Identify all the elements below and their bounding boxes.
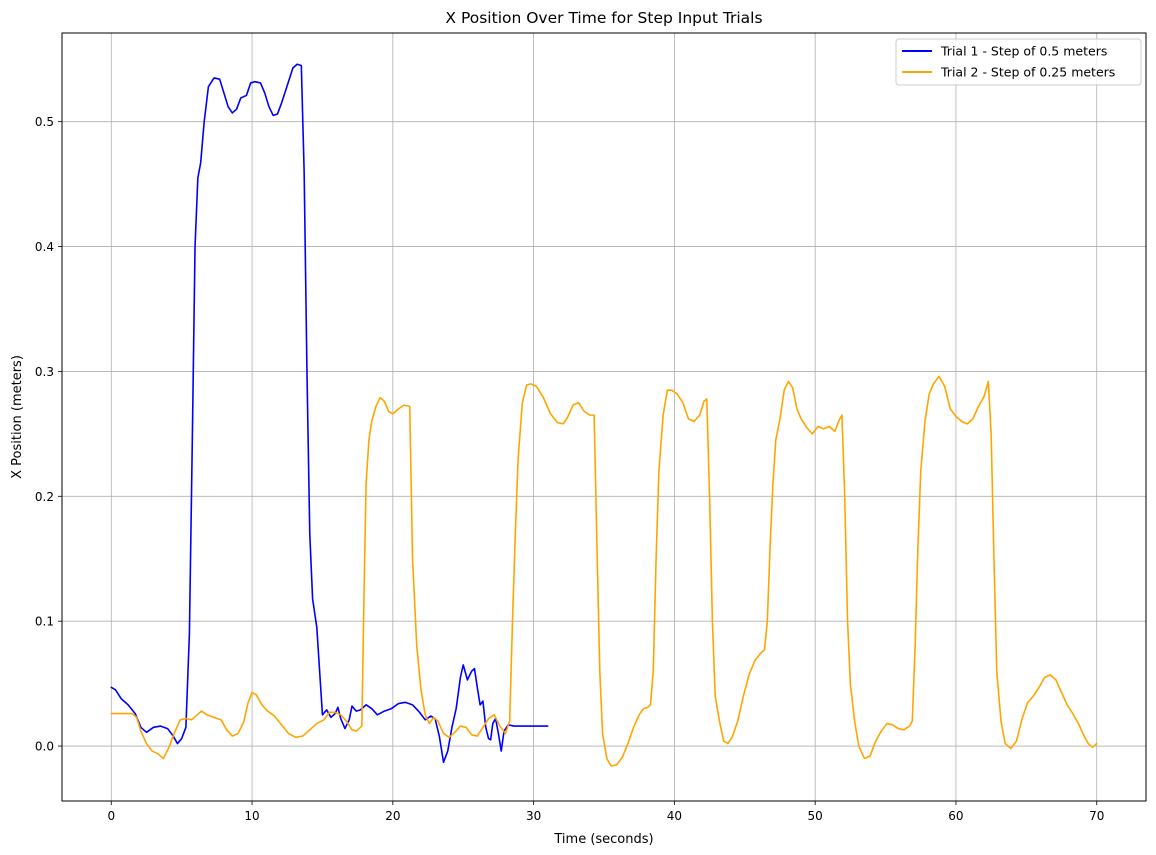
x-tick-label: 30 — [526, 809, 541, 823]
x-axis-label: Time (seconds) — [553, 832, 653, 847]
y-axis-label: X Position (meters) — [10, 355, 25, 479]
y-tick-label: 0.3 — [35, 365, 54, 379]
series-lines — [110, 63, 1098, 767]
chart-title: X Position Over Time for Step Input Tria… — [445, 9, 762, 27]
legend-label-trial-2: Trial 2 - Step of 0.25 meters — [940, 65, 1115, 80]
x-tick-label: 10 — [244, 809, 259, 823]
legend-label-trial-1: Trial 1 - Step of 0.5 meters — [940, 44, 1107, 59]
x-tick-label: 50 — [808, 809, 823, 823]
x-tick-label: 0 — [107, 809, 115, 823]
grid — [62, 33, 1146, 801]
x-tick-label: 70 — [1089, 809, 1104, 823]
y-tick-label: 0.2 — [35, 490, 54, 504]
legend-box — [895, 38, 1142, 86]
y-tick-label: 0.1 — [35, 615, 54, 629]
series-line-trial-2 — [110, 375, 1098, 767]
x-tick-label: 20 — [385, 809, 400, 823]
axis-ticks: 0 10 20 30 40 50 60 70 0.0 0.1 0.2 0.3 0.4 0.5 — [35, 115, 1104, 823]
x-tick-label: 40 — [667, 809, 682, 823]
x-tick-label: 60 — [948, 809, 963, 823]
plot-frame — [61, 32, 1147, 802]
series-line-trial-1 — [110, 63, 549, 764]
y-tick-label: 0.0 — [35, 740, 54, 754]
y-tick-label: 0.5 — [35, 115, 54, 129]
legend: Trial 1 - Step of 0.5 meters Trial 2 - S… — [895, 38, 1142, 86]
y-tick-label: 0.4 — [35, 240, 54, 254]
